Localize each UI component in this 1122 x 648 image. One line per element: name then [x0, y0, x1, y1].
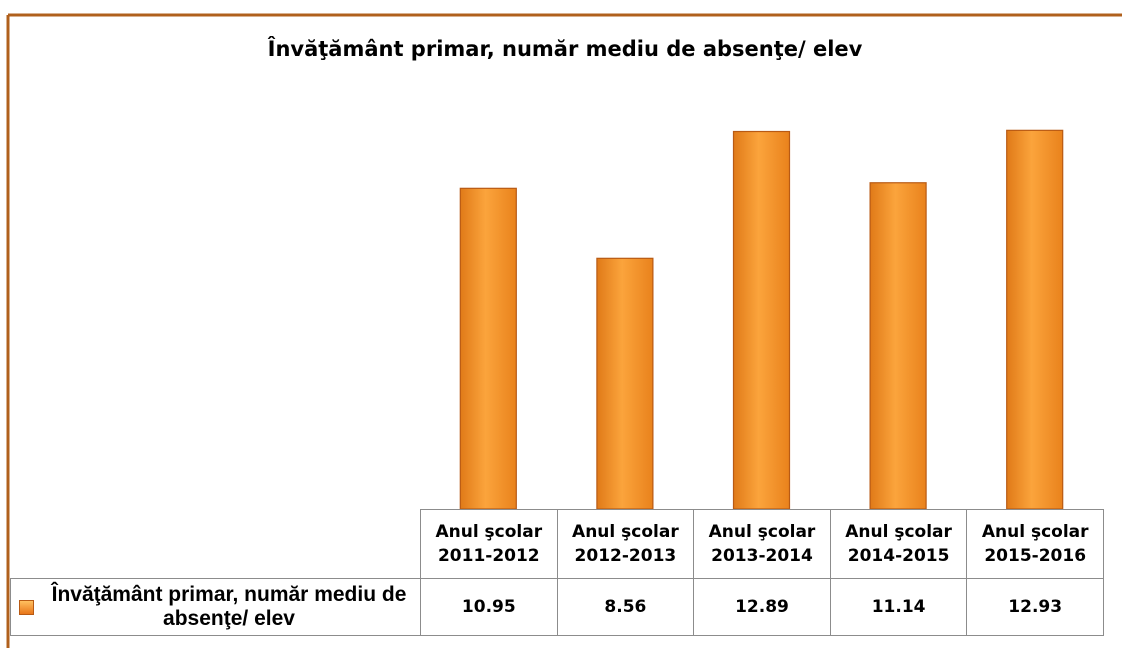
table-header: Anul şcolar 2015-2016 — [966, 509, 1104, 579]
bar — [1006, 129, 1064, 510]
bar — [732, 130, 791, 510]
legend-label: Învăţământ primar, număr mediu de absenţ… — [51, 583, 407, 630]
table-header: Anul şcolar 2013-2014 — [693, 509, 831, 579]
legend-cell: Învăţământ primar, număr mediu de absenţ… — [10, 578, 421, 636]
table-value: 12.93 — [966, 578, 1104, 636]
table-value: 8.56 — [556, 578, 695, 636]
table-header: Anul şcolar 2014-2015 — [829, 509, 968, 579]
legend-swatch — [19, 599, 34, 615]
chart-title: Învăţământ primar, număr mediu de absenţ… — [268, 36, 863, 61]
table-value: 12.89 — [693, 578, 831, 636]
table-header: Anul şcolar 2012-2013 — [556, 509, 695, 579]
table-value: 11.14 — [829, 578, 968, 636]
table-header: Anul şcolar 2011-2012 — [420, 509, 558, 579]
bar — [869, 182, 927, 510]
bar — [459, 187, 517, 510]
table-value: 10.95 — [420, 578, 558, 636]
bar — [596, 257, 654, 510]
